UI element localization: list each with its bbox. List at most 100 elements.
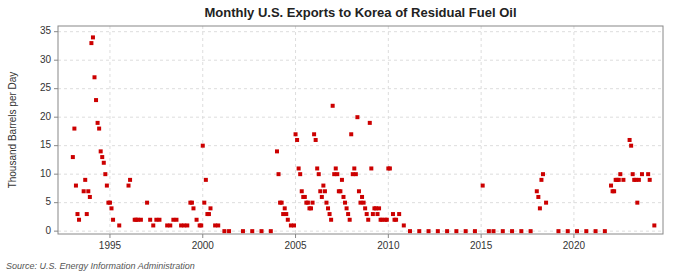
tick	[54, 88, 58, 89]
annotation: Source: U.S. Energy Information Administ…	[6, 261, 195, 271]
tick	[54, 145, 58, 146]
grid-line	[388, 26, 389, 234]
point	[105, 184, 109, 188]
point	[280, 201, 284, 205]
grid	[58, 26, 663, 234]
point	[331, 104, 335, 108]
point	[71, 155, 75, 159]
point	[102, 161, 106, 165]
point	[324, 201, 328, 205]
point	[454, 229, 458, 233]
point	[108, 201, 112, 205]
point	[335, 172, 339, 176]
point	[89, 41, 93, 45]
point	[366, 218, 370, 222]
tick	[54, 60, 58, 61]
point	[510, 229, 514, 233]
point	[97, 127, 101, 131]
point	[348, 218, 352, 222]
title: Monthly U.S. Exports to Korea of Residua…	[204, 5, 516, 20]
point	[487, 229, 491, 233]
point	[191, 206, 195, 210]
point	[72, 127, 76, 131]
point	[94, 98, 98, 102]
point	[427, 229, 431, 233]
point	[544, 201, 548, 205]
point	[207, 212, 211, 216]
tick-label: 5	[45, 196, 51, 207]
point	[323, 189, 327, 193]
point	[328, 212, 332, 216]
grid-line	[58, 60, 663, 61]
tick-label: 0	[45, 225, 51, 236]
point	[82, 189, 86, 193]
tick-label: 30	[40, 54, 52, 65]
point	[363, 206, 367, 210]
point	[174, 218, 178, 222]
point	[371, 212, 375, 216]
point	[621, 178, 625, 182]
tick	[54, 231, 58, 232]
tick	[481, 234, 482, 238]
tick-label: 1995	[99, 240, 122, 251]
point	[631, 172, 635, 176]
point	[628, 138, 632, 142]
point	[436, 229, 440, 233]
tick-label: 25	[40, 82, 52, 93]
point	[309, 206, 313, 210]
point	[320, 195, 324, 199]
point	[417, 229, 421, 233]
point	[195, 218, 199, 222]
tick-label: 2010	[377, 240, 400, 251]
point	[75, 212, 79, 216]
point	[300, 189, 304, 193]
point	[629, 144, 633, 148]
point	[199, 223, 203, 227]
point	[603, 229, 607, 233]
point	[295, 138, 299, 142]
point	[652, 223, 656, 227]
point	[612, 189, 616, 193]
point	[445, 229, 449, 233]
plot-background	[58, 26, 663, 234]
tick	[54, 174, 58, 175]
tick-label: 2020	[563, 240, 586, 251]
grid-line	[58, 174, 663, 175]
point	[566, 229, 570, 233]
grid-line	[481, 26, 482, 234]
point	[315, 166, 319, 170]
tick	[202, 234, 203, 238]
point	[609, 184, 613, 188]
point	[575, 229, 579, 233]
point	[275, 149, 279, 153]
axis-label: Thousand Barrels per Day	[7, 72, 18, 189]
point	[204, 178, 208, 182]
point	[360, 195, 364, 199]
point	[260, 229, 264, 233]
point	[96, 121, 100, 125]
tick-label: 2015	[470, 240, 493, 251]
tick	[573, 234, 574, 238]
point	[311, 201, 315, 205]
grid-line	[58, 31, 663, 32]
point	[145, 201, 149, 205]
point	[318, 189, 322, 193]
point	[201, 144, 205, 148]
point	[111, 218, 115, 222]
point	[473, 229, 477, 233]
point	[117, 223, 121, 227]
point	[326, 206, 330, 210]
chart: 05101520253035199520002005201020152020Mo…	[0, 0, 675, 275]
point	[354, 172, 358, 176]
point	[617, 178, 621, 182]
point	[391, 212, 395, 216]
point	[519, 229, 523, 233]
point	[397, 212, 401, 216]
point	[362, 201, 366, 205]
point	[139, 218, 143, 222]
point	[334, 166, 338, 170]
point	[283, 206, 287, 210]
point	[222, 229, 226, 233]
point	[635, 201, 639, 205]
point	[329, 218, 333, 222]
